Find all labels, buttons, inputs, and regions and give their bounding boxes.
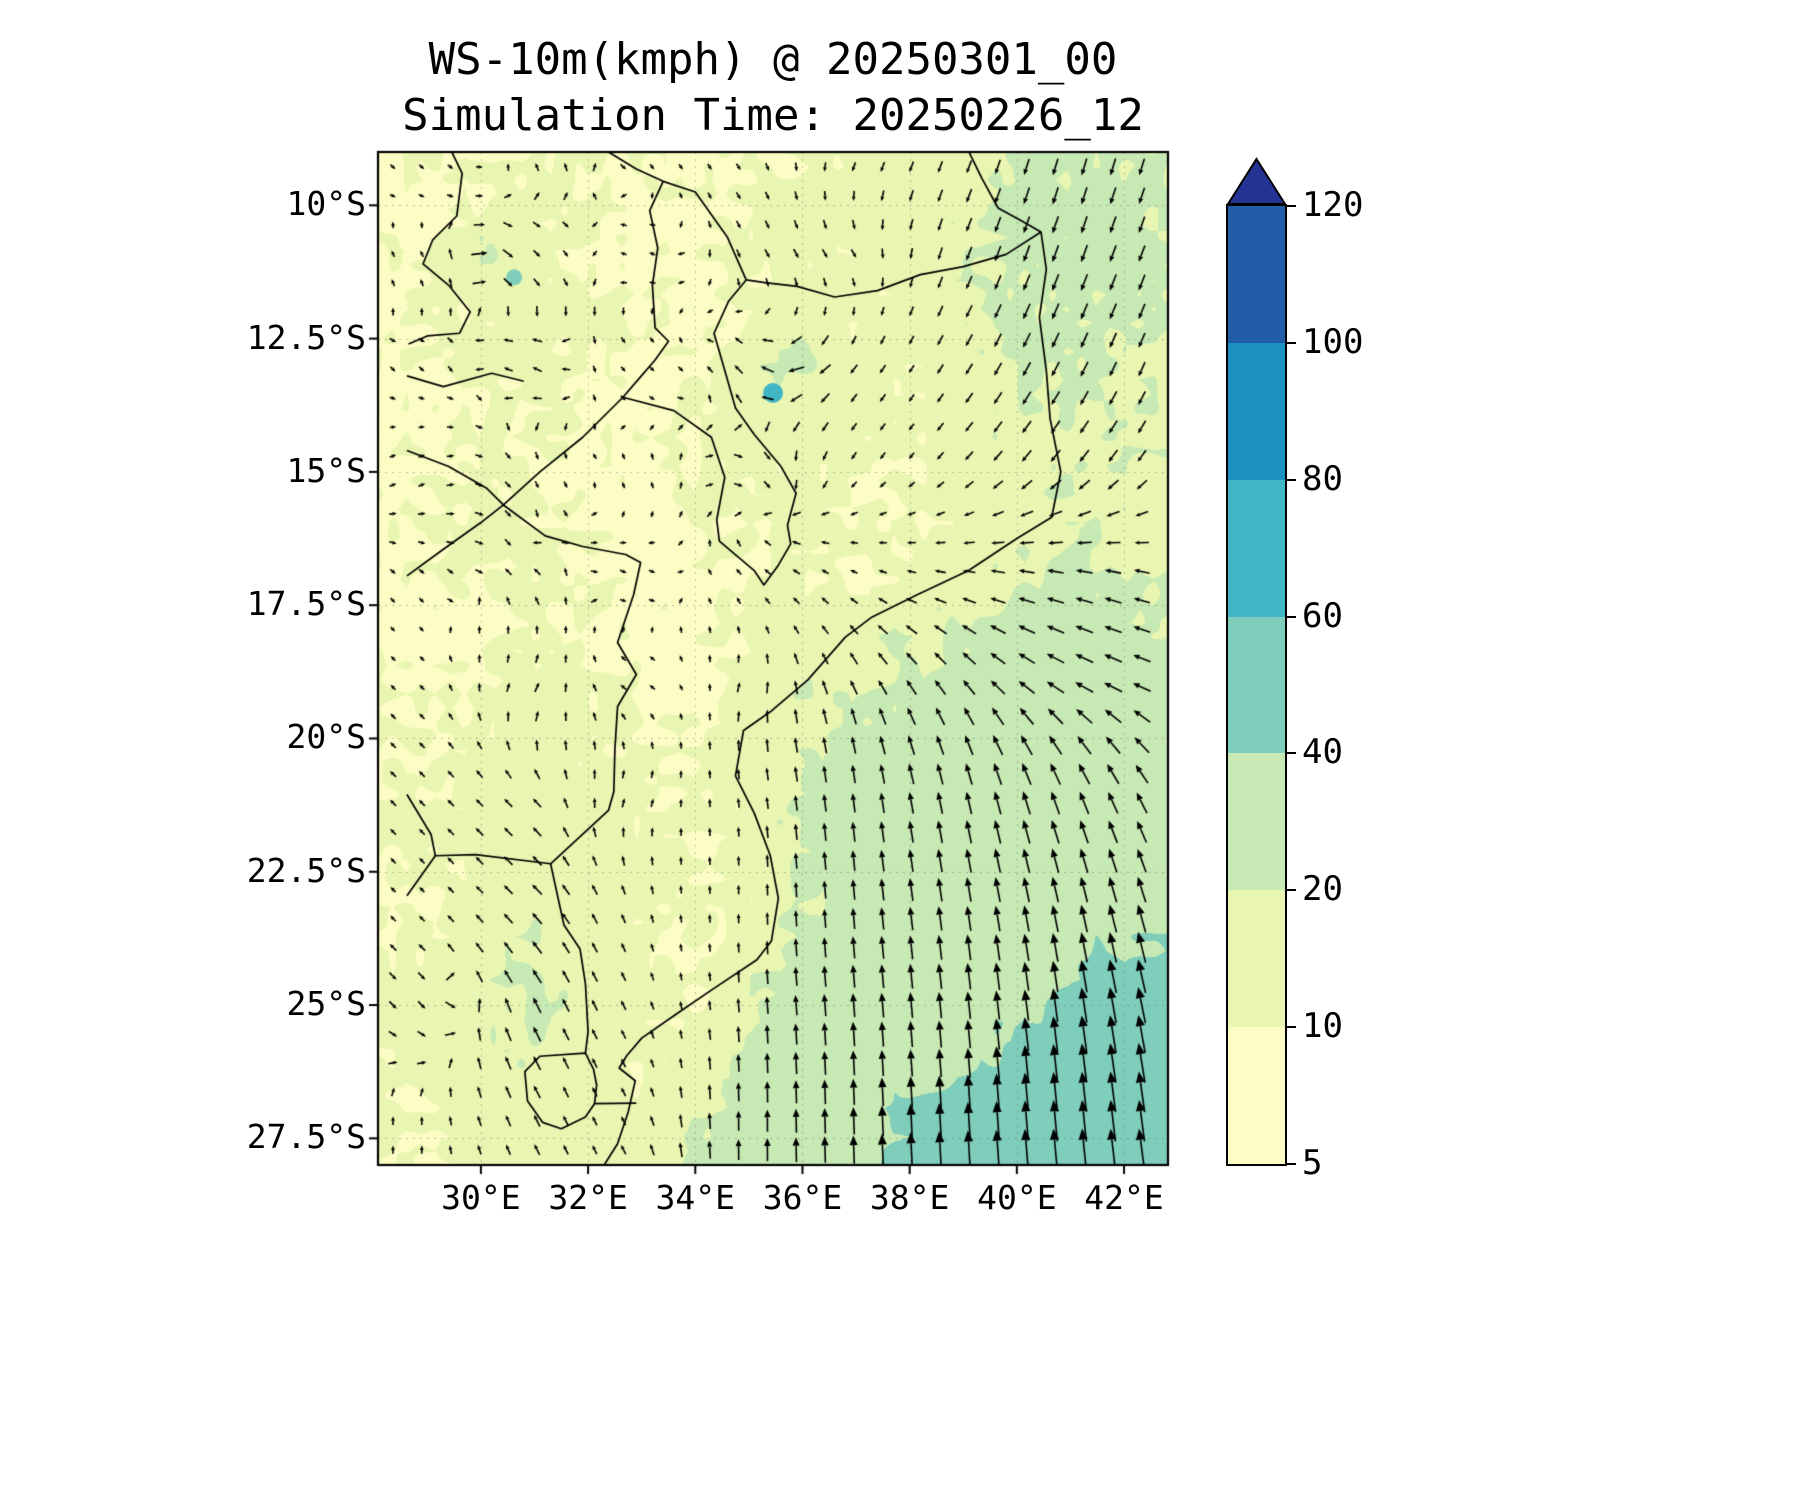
colorbar-segment <box>1228 206 1285 343</box>
colorbar-tick-label: 20 <box>1302 869 1343 910</box>
colorbar-tick-label: 5 <box>1302 1143 1323 1183</box>
colorbar-bar <box>1226 204 1287 1166</box>
x-tick-label: 42°E <box>1084 1178 1164 1217</box>
y-tick-label: 22.5°S <box>246 850 366 890</box>
colorbar-tick-label: 60 <box>1302 595 1343 636</box>
colorbar-tick-label: 40 <box>1302 732 1343 773</box>
colorbar-tick <box>1287 1163 1296 1165</box>
colorbar-segment <box>1228 616 1285 754</box>
y-tick-label: 10°S <box>286 184 366 224</box>
chart-title: WS-10m(kmph) @ 20250301_00 <box>428 34 1118 85</box>
colorbar-tick <box>1287 205 1296 207</box>
colorbar: 5 10 20 40 60 80 100 120 <box>1226 156 1406 1226</box>
colorbar-segment <box>1228 342 1285 480</box>
colorbar-tick-label: 10 <box>1302 1006 1343 1047</box>
chart-subtitle: Simulation Time: 20250226_12 <box>402 90 1144 141</box>
x-tick-label: 34°E <box>655 1178 736 1217</box>
colorbar-tick <box>1287 341 1296 344</box>
colorbar-segment <box>1228 753 1285 891</box>
x-tick-label: 38°E <box>869 1178 950 1217</box>
colorbar-tick <box>1287 478 1296 481</box>
y-tick-label: 15°S <box>286 450 366 490</box>
y-tick-label: 20°S <box>286 717 366 757</box>
y-tick-label: 17.5°S <box>246 584 366 624</box>
colorbar-extend-triangle <box>1226 157 1287 205</box>
y-tick-label: 27.5°S <box>246 1117 366 1157</box>
colorbar-tick <box>1287 615 1296 618</box>
colorbar-tick <box>1287 752 1296 755</box>
x-tick-label: 30°E <box>441 1178 521 1217</box>
colorbar-tick <box>1287 889 1296 892</box>
colorbar-segment <box>1228 1027 1285 1165</box>
y-tick-label: 12.5°S <box>246 317 366 357</box>
y-tick-label: 25°S <box>286 984 366 1024</box>
colorbar-tick-label: 80 <box>1302 458 1343 499</box>
x-tick-label: 32°E <box>548 1178 628 1217</box>
x-tick-label: 36°E <box>762 1178 843 1217</box>
colorbar-segment <box>1228 890 1285 1028</box>
colorbar-segment <box>1228 479 1285 617</box>
colorbar-tick-label: 100 <box>1302 321 1364 362</box>
colorbar-tick-label: 120 <box>1302 185 1364 225</box>
x-tick-label: 40°E <box>977 1178 1057 1217</box>
colorbar-tick <box>1287 1026 1296 1029</box>
